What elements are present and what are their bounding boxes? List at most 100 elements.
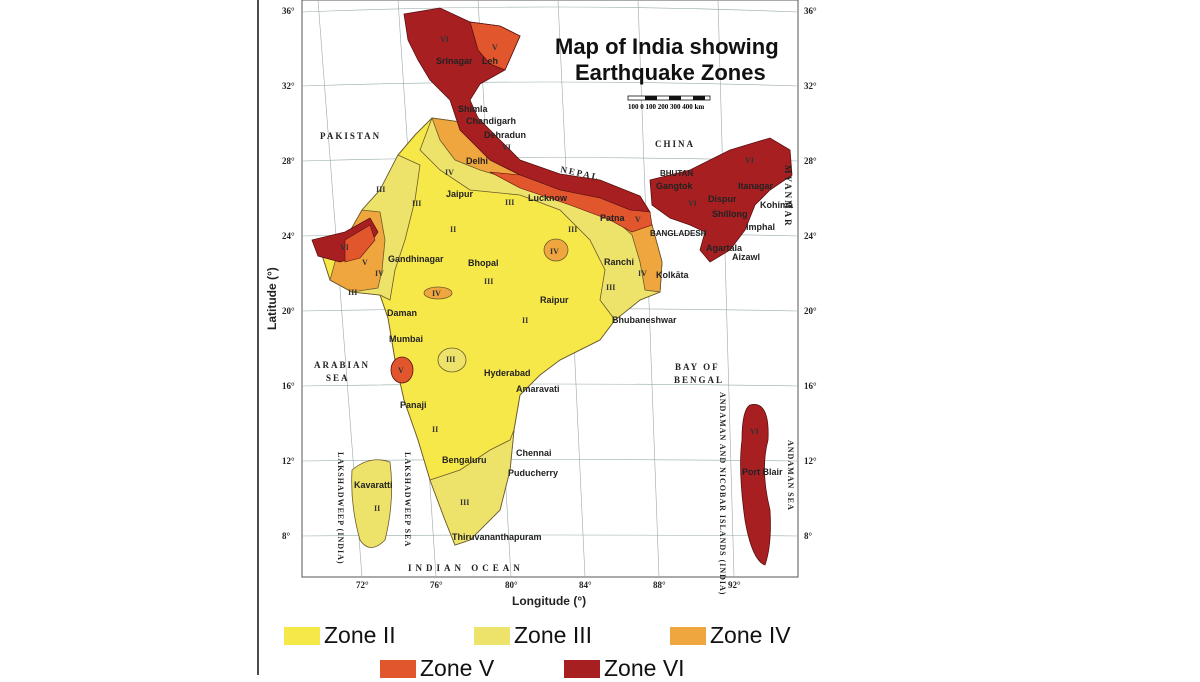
- label-arabian-sea-2: SEA: [326, 373, 350, 383]
- scale-bar: 100 0 100 200 300 400 km: [627, 95, 711, 111]
- zone-marks: VI V VI IV III III III III V II IV VI V …: [340, 35, 759, 513]
- lat-tick: 12°: [282, 456, 295, 466]
- lon-tick: 84°: [579, 580, 592, 590]
- label-indian-ocean: INDIAN OCEAN: [408, 563, 524, 573]
- zone-mark: III: [460, 498, 469, 507]
- label-lakshadweep-india: LAKSHADWEEP (INDIA): [336, 452, 345, 565]
- zone-mark: IV: [638, 269, 647, 278]
- legend-label: Zone V: [420, 655, 495, 681]
- andaman-islands: [740, 404, 771, 566]
- city-port-blair: Port Blair: [742, 467, 783, 477]
- city-agartala: Agartala: [706, 243, 743, 253]
- label-andaman-nicobar: ANDAMAN AND NICOBAR ISLANDS (INDIA): [718, 392, 727, 595]
- city-shillong: Shillong: [712, 209, 748, 219]
- zone-mark: VI: [688, 199, 697, 208]
- city-dispur: Dispur: [708, 194, 737, 204]
- legend-swatch: [474, 626, 510, 645]
- map-title-line2: Earthquake Zones: [575, 60, 766, 85]
- city-panaji: Panaji: [400, 400, 427, 410]
- label-lakshadweep-sea: LAKSHADWEEP SEA: [403, 452, 412, 547]
- lat-tick: 24°: [804, 231, 817, 241]
- zone-mark: II: [450, 225, 456, 234]
- zone-v-band: [489, 171, 653, 233]
- city-srinagar: Srinagar: [436, 56, 473, 66]
- zone-mark: V: [362, 258, 368, 267]
- zone-mark: III: [348, 288, 357, 297]
- zone-mark: VI: [440, 35, 449, 44]
- lat-tick: 36°: [804, 6, 817, 16]
- city-amaravati: Amaravati: [516, 384, 560, 394]
- city-delhi: Delhi: [466, 156, 488, 166]
- city-raipur: Raipur: [540, 295, 569, 305]
- lat-ticks-left: 36° 32° 28° 24° 20° 16° 12° 8°: [282, 6, 295, 541]
- lat-tick: 32°: [804, 81, 817, 91]
- city-chandigarh: Chandigarh: [466, 116, 516, 126]
- lat-tick: 20°: [282, 306, 295, 316]
- lat-tick: 8°: [282, 531, 291, 541]
- lat-tick: 16°: [804, 381, 817, 391]
- zone-mark: III: [446, 355, 455, 364]
- zone-mark: II: [522, 316, 528, 325]
- city-daman: Daman: [387, 308, 417, 318]
- zone-mark: III: [484, 277, 493, 286]
- y-axis-title: Latitude (°): [265, 267, 279, 330]
- zone-v-himalaya: [469, 21, 521, 71]
- zone-mark: III: [606, 283, 615, 292]
- zone-v-kutch: [344, 224, 376, 263]
- city-aizawl: Aizawl: [732, 252, 760, 262]
- city-bhubaneshwar: Bhubaneshwar: [612, 315, 677, 325]
- legend-zone-iii: Zone III: [474, 622, 592, 649]
- zone-iii-south: [429, 429, 515, 546]
- zone-mark: III: [505, 198, 514, 207]
- city-shimla: Shimla: [458, 104, 489, 114]
- lat-tick: 16°: [282, 381, 295, 391]
- label-myanmar: MYANMAR: [783, 165, 793, 228]
- city-thiruvananthapuram: Thiruvananthapuram: [452, 532, 542, 542]
- lat-tick: 28°: [282, 156, 295, 166]
- zone-mark: II: [374, 504, 380, 513]
- lat-tick: 28°: [804, 156, 817, 166]
- label-bhutan: BHUTAN: [660, 169, 693, 178]
- city-gandhinagar: Gandhinagar: [388, 254, 444, 264]
- legend-swatch: [670, 626, 706, 645]
- legend-zone-ii: Zone II: [284, 622, 396, 649]
- legend-swatch: [380, 659, 416, 678]
- legend-swatch: [564, 659, 600, 678]
- city-labels: Srinagar Leh Shimla Chandigarh Dehradun …: [354, 56, 794, 542]
- legend-zone-vi: Zone VI: [564, 655, 685, 682]
- city-leh: Leh: [482, 56, 498, 66]
- label-bay-of-bengal-2: BENGAL: [674, 375, 724, 385]
- legend-zone-v: Zone V: [380, 655, 494, 682]
- city-gangtok: Gangtok: [656, 181, 693, 191]
- lon-tick: 72°: [356, 580, 369, 590]
- zone-mark: IV: [445, 168, 454, 177]
- legend-label: Zone VI: [604, 655, 685, 681]
- city-mumbai: Mumbai: [389, 334, 423, 344]
- zone-mark: III: [412, 199, 421, 208]
- zone-mark: VI: [750, 427, 759, 436]
- zone-iv-pocket-west: [423, 286, 453, 300]
- label-andaman-sea: ANDAMAN SEA: [786, 440, 795, 511]
- map-title-line1: Map of India showing: [555, 34, 779, 59]
- scale-label: 100 0 100 200 300 400 km: [628, 103, 704, 111]
- lon-tick: 88°: [653, 580, 666, 590]
- city-kolkata: Kolkāta: [656, 270, 690, 280]
- lat-tick: 24°: [282, 231, 295, 241]
- legend-label: Zone II: [324, 622, 396, 648]
- lon-tick: 76°: [430, 580, 443, 590]
- zone-mark: III: [568, 225, 577, 234]
- x-axis-title: Longitude (°): [512, 594, 586, 608]
- lat-tick: 12°: [804, 456, 817, 466]
- city-patna: Patna: [600, 213, 626, 223]
- legend-swatch: [284, 626, 320, 645]
- city-kavaratti: Kavaratti: [354, 480, 393, 490]
- zone-mark: III: [376, 185, 385, 194]
- zone-iii-pocket: [437, 347, 467, 373]
- zone-mark: II: [432, 425, 438, 434]
- label-arabian-sea-1: ARABIAN: [314, 360, 370, 370]
- lat-tick: 20°: [804, 306, 817, 316]
- lakshadweep-island: [351, 459, 393, 548]
- label-pakistan: PAKISTAN: [320, 131, 381, 141]
- zone-vi-northeast: [649, 137, 793, 263]
